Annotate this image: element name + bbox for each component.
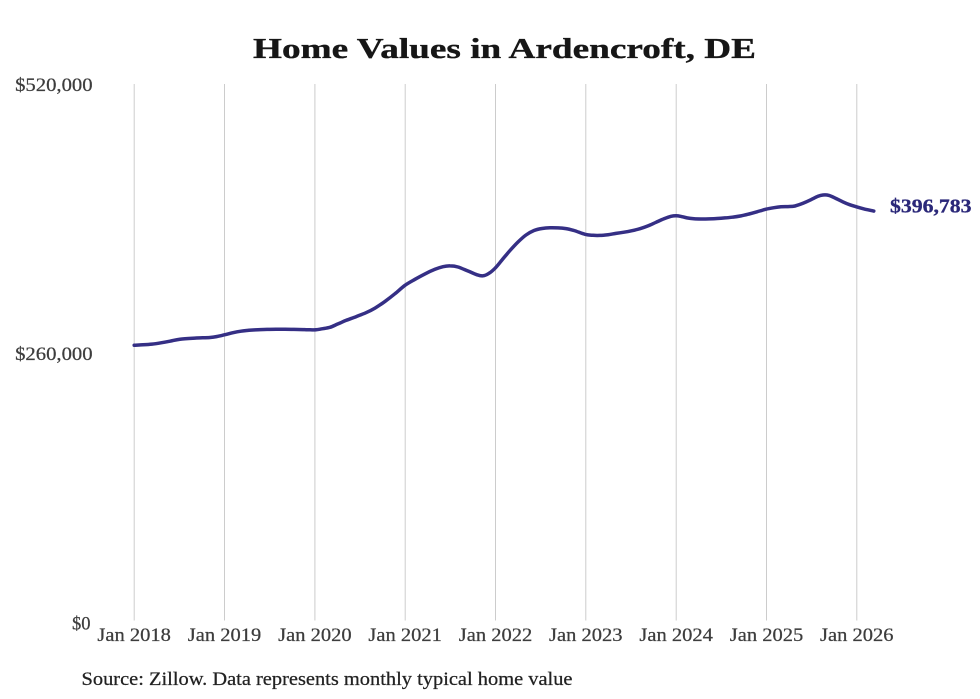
- svg-text:Jan 2025: Jan 2025: [730, 625, 804, 646]
- svg-text:$396,783: $396,783: [890, 197, 972, 218]
- svg-text:Jan 2022: Jan 2022: [459, 625, 533, 646]
- svg-text:Jan 2023: Jan 2023: [549, 625, 623, 646]
- svg-text:Jan 2020: Jan 2020: [278, 625, 352, 646]
- svg-text:Source: Zillow. Data represent: Source: Zillow. Data represents monthly …: [82, 669, 573, 690]
- svg-text:$0: $0: [72, 614, 91, 635]
- svg-text:$520,000: $520,000: [15, 75, 93, 96]
- svg-text:Jan 2021: Jan 2021: [368, 625, 442, 646]
- svg-text:Jan 2018: Jan 2018: [97, 625, 171, 646]
- svg-text:Jan 2026: Jan 2026: [820, 625, 894, 646]
- svg-text:Home Values in Ardencroft, DE: Home Values in Ardencroft, DE: [253, 34, 756, 65]
- svg-text:$260,000: $260,000: [15, 344, 93, 365]
- svg-text:Jan 2019: Jan 2019: [188, 625, 262, 646]
- svg-text:Jan 2024: Jan 2024: [639, 625, 713, 646]
